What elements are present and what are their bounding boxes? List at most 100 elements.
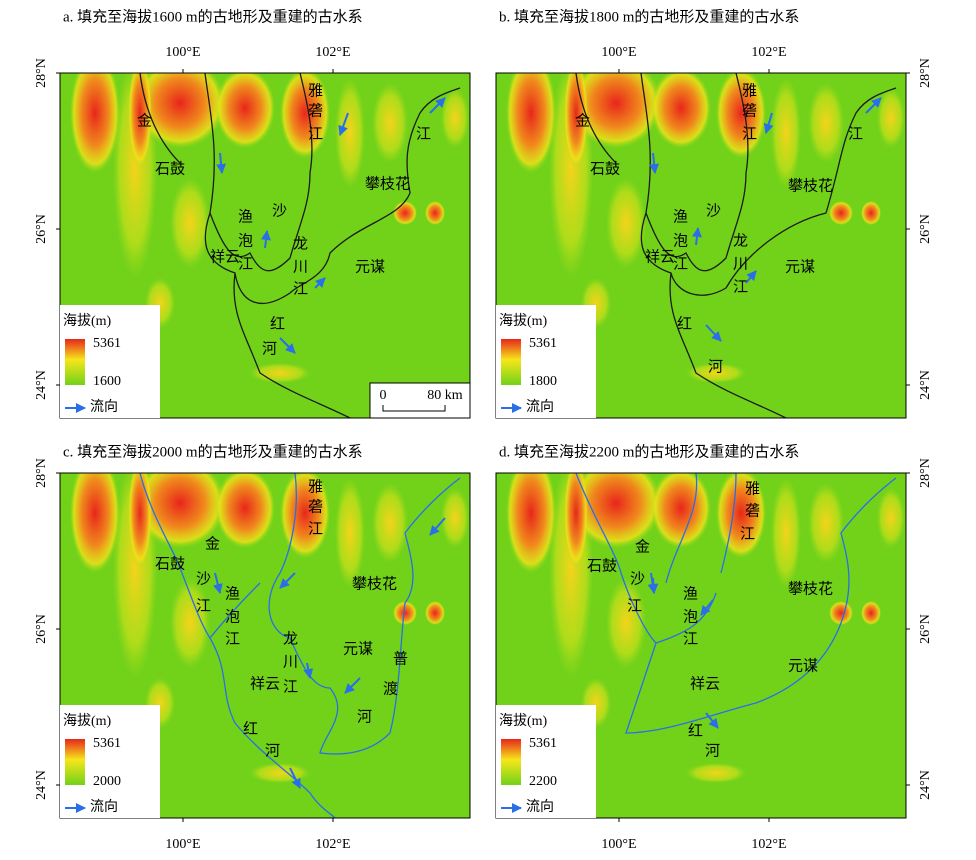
river (139, 473, 461, 818)
panel-title: c. 填充至海拔2000 m的古地形及重建的古水系 (63, 443, 363, 460)
flow-arrow (648, 577, 659, 594)
place-label: 雅 (745, 480, 760, 497)
place-label: 沙 (706, 203, 721, 219)
place-label: 金 (137, 112, 152, 129)
lon-label: 100°E (165, 837, 200, 852)
color-bar (65, 739, 85, 785)
place-label: 红 (677, 315, 692, 332)
legend-min: 1800 (529, 374, 557, 389)
legend-max: 5361 (529, 336, 557, 351)
place-label: 雅 (308, 82, 323, 99)
flow-arrow (429, 97, 446, 114)
place-label: 江 (673, 255, 688, 272)
lon-label: 102°E (315, 837, 350, 852)
map-content (60, 473, 470, 818)
legend-flow: 流向 (526, 799, 554, 815)
flow-arrow (705, 712, 719, 729)
flow-arrow (429, 517, 446, 536)
legend-min: 2200 (529, 774, 557, 789)
lon-label: 100°E (601, 45, 636, 60)
flow-arrow (289, 767, 301, 789)
legend-min: 2000 (93, 774, 121, 789)
legend-title: 海拔(m) (63, 713, 112, 729)
lat-label: 28°N (918, 58, 933, 88)
place-label: 江 (308, 125, 323, 142)
place-label: 元谋 (343, 640, 373, 657)
flow-arrow (700, 599, 714, 616)
place-label: 江 (627, 597, 642, 614)
river (139, 73, 461, 418)
flow-arrow (763, 112, 774, 134)
place-label: 渔 (238, 208, 253, 225)
lat-label: 24°N (34, 370, 49, 400)
place-label: 祥云 (645, 248, 675, 265)
place-label: 金 (205, 535, 220, 552)
flow-arrow (279, 337, 296, 354)
place-label: 渔 (225, 585, 240, 602)
map-content (60, 73, 470, 418)
place-label: 河 (262, 340, 277, 357)
place-label: 石鼓 (590, 160, 620, 177)
place-label: 红 (243, 720, 258, 737)
map-frame (495, 72, 907, 419)
place-label: 沙 (272, 203, 287, 219)
flow-arrow (260, 230, 271, 249)
map-frame (495, 472, 907, 819)
lat-label: 28°N (918, 458, 933, 488)
place-label: 河 (705, 742, 720, 759)
place-label: 川 (283, 654, 298, 670)
place-label: 江 (293, 280, 308, 297)
place-label: 江 (308, 520, 323, 537)
panel-title: d. 填充至海拔2200 m的古地形及重建的古水系 (499, 443, 799, 460)
lat-label: 26°N (34, 614, 49, 644)
river (575, 73, 897, 418)
place-label: 泡 (225, 608, 240, 625)
panel-title: a. 填充至海拔1600 m的古地形及重建的古水系 (63, 8, 363, 25)
place-label: 川 (293, 259, 308, 275)
place-label: 泡 (683, 608, 698, 625)
color-bar (65, 339, 85, 385)
place-label: 江 (225, 630, 240, 647)
flow-arrow (314, 277, 326, 289)
place-label: 元谋 (355, 258, 385, 275)
flow-arrow (338, 112, 349, 136)
place-label: 沙 (196, 571, 211, 587)
lon-label: 100°E (601, 837, 636, 852)
place-label: 攀枝花 (365, 175, 410, 192)
place-label: 江 (740, 525, 755, 542)
legend-max: 5361 (93, 736, 121, 751)
legend-max: 5361 (529, 736, 557, 751)
map-frame (59, 72, 471, 419)
color-bar (501, 339, 521, 385)
lat-label: 26°N (918, 214, 933, 244)
place-label: 雅 (308, 478, 323, 495)
lat-label: 28°N (34, 458, 49, 488)
map-content (496, 473, 906, 818)
place-label: 祥云 (250, 675, 280, 692)
flow-arrow (691, 227, 702, 246)
panel-title: b. 填充至海拔1800 m的古地形及重建的古水系 (499, 8, 799, 25)
place-label: 金 (635, 538, 650, 555)
legend-title: 海拔(m) (499, 313, 548, 329)
place-label: 江 (848, 125, 863, 142)
place-label: 砻 (742, 102, 757, 119)
legend-title: 海拔(m) (63, 313, 112, 329)
flow-arrow (865, 97, 882, 114)
place-label: 泡 (238, 232, 253, 249)
map-content (496, 73, 906, 418)
place-label: 元谋 (788, 657, 818, 674)
legend-flow: 流向 (526, 399, 554, 415)
place-label: 元谋 (785, 258, 815, 275)
place-label: 龙 (733, 232, 748, 249)
place-label: 川 (733, 256, 748, 272)
place-label: 雅 (742, 82, 757, 99)
place-label: 江 (416, 125, 431, 142)
scale-line (382, 405, 446, 412)
scale-start: 0 (380, 388, 387, 403)
place-label: 砻 (308, 102, 323, 119)
place-label: 祥云 (210, 248, 240, 265)
